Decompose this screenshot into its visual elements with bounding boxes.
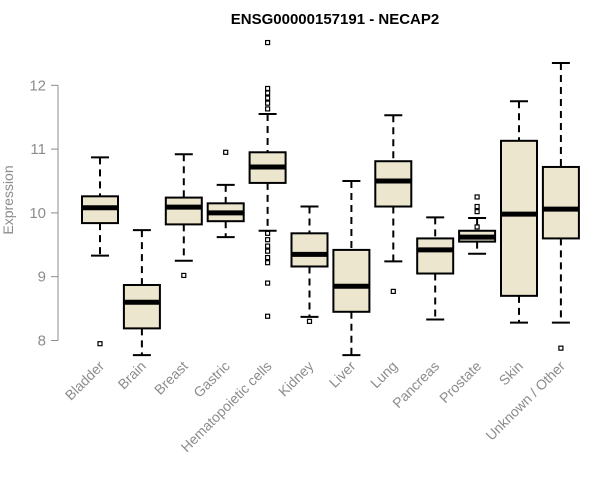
box-pancreas [416, 216, 455, 321]
box-kidney [290, 205, 329, 324]
y-tick-label: 10 [29, 205, 46, 222]
outlier-point [265, 95, 271, 101]
x-tick-label: Brain [115, 358, 149, 392]
outlier-point [97, 341, 103, 347]
x-tick-label: Prostate [436, 358, 484, 406]
outlier-point [390, 288, 396, 294]
x-tick-label: Skin [496, 358, 527, 389]
box-gastric [206, 149, 245, 239]
outlier-point [265, 100, 271, 106]
outlier-point [181, 272, 187, 279]
iqr-box [290, 232, 329, 268]
outlier-point [265, 280, 271, 286]
outlier-point [474, 203, 480, 210]
box-prostate [458, 194, 497, 255]
outlier-point [265, 106, 271, 112]
outlier-point [265, 39, 271, 46]
outlier-point [265, 237, 271, 243]
outlier-point [474, 209, 480, 215]
y-tick-label: 11 [30, 141, 46, 158]
y-tick-label: 8 [38, 333, 46, 350]
box-skin [500, 100, 538, 324]
outlier-point [558, 345, 564, 351]
y-tick-label: 9 [38, 269, 46, 286]
chart-title: ENSG00000157191 - NECAP2 [231, 11, 439, 28]
box-unknown-other [541, 61, 580, 351]
box-breast [164, 153, 203, 279]
outlier-point [265, 85, 271, 92]
box-hematopoietic-cells [248, 39, 287, 319]
iqr-box [122, 283, 161, 330]
iqr-box [541, 165, 580, 240]
boxes-group [81, 39, 580, 357]
outlier-point [474, 194, 480, 200]
box-bladder [81, 156, 119, 347]
outlier-point [265, 90, 271, 96]
outlier-point [265, 254, 271, 261]
iqr-box [332, 248, 371, 313]
x-tick-label: Kidney [275, 358, 317, 400]
y-axis: 8 9 10 11 12 [29, 77, 59, 350]
outlier-point [223, 149, 229, 155]
y-axis-label: Expression [0, 165, 16, 234]
outlier-point [474, 224, 480, 230]
iqr-box [164, 196, 203, 226]
outlier-point [265, 313, 271, 319]
box-lung [374, 114, 413, 294]
outlier-point [265, 260, 271, 266]
iqr-box [416, 237, 455, 275]
box-liver [332, 180, 371, 357]
x-tick-label: Unknown / Other [482, 358, 568, 444]
x-tick-label: Lung [367, 358, 400, 391]
x-tick-label: Breast [151, 358, 191, 398]
y-tick-label: 12 [29, 77, 46, 94]
outlier-point [265, 230, 271, 236]
x-tick-label: Bladder [62, 358, 108, 404]
outlier-point [265, 243, 271, 249]
iqr-box [500, 139, 538, 297]
iqr-box [374, 160, 413, 208]
outlier-point [265, 248, 271, 254]
x-tick-label: Pancreas [389, 358, 442, 411]
box-brain [122, 229, 161, 357]
x-tick-label: Liver [326, 358, 359, 391]
outlier-point [306, 318, 313, 324]
